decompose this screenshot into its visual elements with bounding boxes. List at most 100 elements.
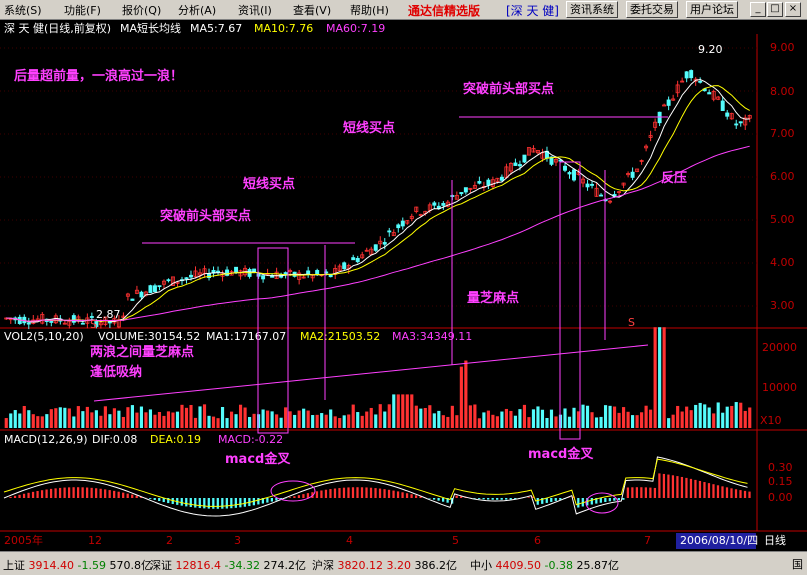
volume-bar bbox=[640, 412, 643, 428]
macd-bar bbox=[203, 498, 205, 508]
trade-button[interactable]: 委托交易 bbox=[626, 1, 678, 18]
macd-bar bbox=[492, 498, 494, 500]
macd-bar bbox=[577, 498, 579, 508]
candle-body bbox=[383, 242, 386, 244]
macd-bar bbox=[663, 474, 665, 498]
macd-bar bbox=[483, 498, 485, 499]
period-label[interactable]: 日线 bbox=[764, 533, 786, 547]
macd-bar bbox=[338, 488, 340, 498]
candle-body bbox=[568, 172, 571, 173]
annotation-buy-low: 逢低吸纳 bbox=[90, 364, 142, 380]
info-system-button[interactable]: 资讯系统 bbox=[566, 1, 618, 18]
candle-body bbox=[500, 177, 503, 180]
macd-bar bbox=[487, 498, 489, 500]
macd-bar bbox=[658, 473, 660, 498]
menu-analysis[interactable]: 分析(A) bbox=[178, 2, 216, 18]
macd-bar bbox=[370, 488, 372, 498]
menu-info[interactable]: 资讯(I) bbox=[238, 2, 272, 18]
menu-help[interactable]: 帮助(H) bbox=[350, 2, 389, 18]
macd-bar bbox=[726, 487, 728, 498]
volume-bar bbox=[54, 408, 57, 428]
macd-bar bbox=[456, 496, 458, 498]
annotation-breakout2: 突破前头部买点 bbox=[463, 81, 554, 97]
macd-bar bbox=[437, 498, 439, 501]
volume-bar bbox=[343, 415, 346, 428]
quote-hs[interactable]: 沪深 3820.12 3.20 386.2亿 bbox=[312, 557, 457, 573]
macd-bar bbox=[374, 488, 376, 498]
volume-bar bbox=[329, 409, 332, 428]
macd-bar bbox=[428, 498, 430, 499]
candle-body bbox=[352, 258, 355, 260]
volume-bar bbox=[568, 417, 571, 428]
volume-bar bbox=[216, 418, 219, 428]
macd-bar bbox=[748, 492, 750, 498]
macd-bar bbox=[63, 488, 65, 498]
volume-bar bbox=[491, 415, 494, 428]
kline-chart[interactable]: 深 天 健(日线,前复权) MA短长均线 MA5:7.67 MA10:7.76 … bbox=[0, 20, 807, 551]
annotation-slogan: 后量超前量，一浪高过一浪！ bbox=[14, 68, 183, 84]
volume-bar bbox=[681, 412, 684, 428]
volume-bar bbox=[590, 412, 593, 428]
candle-body bbox=[572, 170, 575, 180]
candle-body bbox=[721, 101, 724, 111]
macd-bar bbox=[230, 498, 232, 508]
time-label-7: 7 bbox=[644, 534, 651, 547]
volume-bar bbox=[108, 414, 111, 428]
macd-bar bbox=[185, 498, 187, 506]
volume-bar bbox=[442, 415, 445, 428]
macd-bar bbox=[442, 498, 444, 502]
volume-bar bbox=[203, 404, 206, 428]
close-icon[interactable]: × bbox=[785, 2, 801, 17]
volume-bar bbox=[690, 410, 693, 428]
macd-bar bbox=[212, 498, 214, 509]
macd-bar bbox=[618, 498, 620, 500]
menu-function[interactable]: 功能(F) bbox=[64, 2, 101, 18]
volume-bar bbox=[437, 411, 440, 428]
volume-bar bbox=[352, 405, 355, 428]
macd-bar bbox=[550, 498, 552, 502]
minimize-icon[interactable]: _ bbox=[750, 2, 766, 17]
maximize-icon[interactable]: □ bbox=[767, 2, 783, 17]
candle-body bbox=[726, 113, 729, 116]
macd-bar bbox=[496, 498, 498, 500]
ma60-value: MA60:7.19 bbox=[326, 22, 385, 35]
menu-view[interactable]: 查看(V) bbox=[293, 2, 331, 18]
volume-bar bbox=[9, 413, 12, 428]
volume-bar bbox=[604, 405, 607, 428]
candle-body bbox=[690, 70, 693, 77]
candle-body bbox=[708, 93, 711, 94]
candle-body bbox=[631, 172, 634, 177]
candle-body bbox=[699, 81, 702, 82]
forum-button[interactable]: 用户论坛 bbox=[686, 1, 738, 18]
annotation-resist: 反压 bbox=[661, 170, 687, 186]
volume-value: VOLUME:30154.52 bbox=[98, 330, 200, 343]
macd-tick-030: 0.30 bbox=[768, 461, 793, 474]
quote-zx[interactable]: 中小 4409.50 -0.38 25.87亿 bbox=[470, 557, 619, 573]
volume-bar bbox=[23, 406, 26, 428]
macd-bar bbox=[293, 496, 295, 498]
macd-bar bbox=[32, 492, 34, 498]
macd-bar bbox=[622, 498, 624, 500]
volume-bar bbox=[523, 405, 526, 428]
annotation-vol-point: 量芝麻点 bbox=[467, 290, 519, 306]
macd-bar bbox=[712, 484, 714, 498]
menu-system[interactable]: 系统(S) bbox=[4, 2, 42, 18]
quote-sh[interactable]: 上证 3914.40 -1.59 570.8亿 bbox=[3, 557, 152, 573]
macd-bar bbox=[302, 494, 304, 498]
volume-bar bbox=[514, 416, 517, 428]
volume-bar bbox=[180, 405, 183, 428]
menu-quote[interactable]: 报价(Q) bbox=[122, 2, 161, 18]
candle-body bbox=[72, 316, 75, 323]
volume-bar bbox=[419, 409, 422, 428]
status-flag[interactable]: 国 bbox=[792, 556, 803, 572]
quote-sz[interactable]: 深证 12816.4 -34.32 274.2亿 bbox=[150, 557, 306, 573]
macd-bar bbox=[735, 489, 737, 498]
volume-bar bbox=[131, 405, 134, 428]
macd-bar bbox=[113, 491, 115, 498]
volume-bar bbox=[392, 394, 395, 428]
volume-bar bbox=[257, 414, 260, 428]
s-marker-2: S bbox=[628, 316, 635, 329]
vol-ma2: MA2:21503.52 bbox=[300, 330, 380, 343]
volume-bar bbox=[374, 414, 377, 428]
macd-bar bbox=[739, 490, 741, 498]
